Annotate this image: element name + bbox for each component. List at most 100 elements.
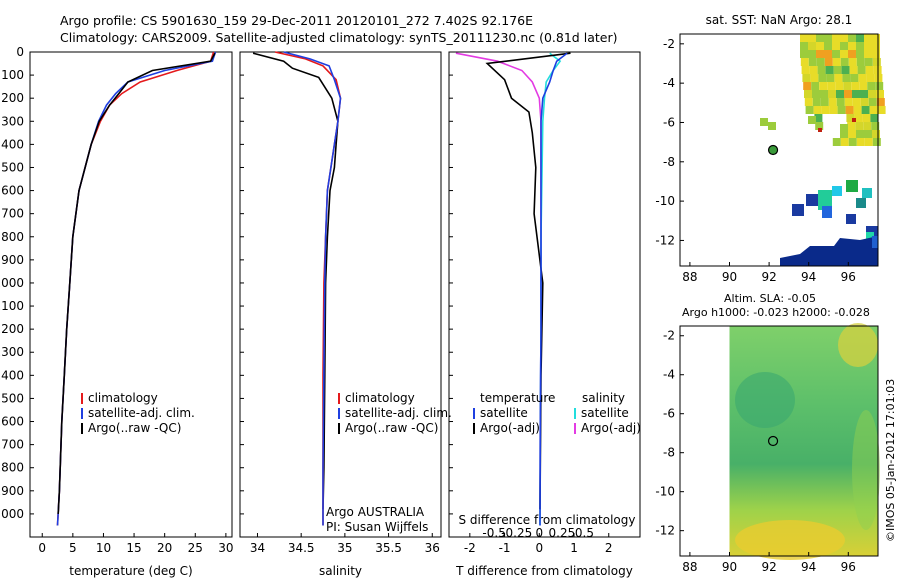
x-axis-label: temperature (deg C) bbox=[69, 564, 192, 578]
sst-cell bbox=[852, 90, 860, 98]
sst-cell bbox=[820, 98, 829, 106]
sst-cell bbox=[856, 138, 865, 146]
sst-warm-cell bbox=[818, 128, 822, 132]
sst-cell bbox=[832, 58, 841, 66]
sst-cell bbox=[768, 122, 776, 130]
y-tick-label: 800 bbox=[1, 230, 24, 244]
sst-cell bbox=[825, 66, 834, 74]
sst-cell bbox=[850, 74, 859, 82]
map-y-tick-label: -10 bbox=[655, 194, 675, 208]
map-y-tick-label: -2 bbox=[663, 329, 675, 343]
map-frame bbox=[679, 325, 879, 557]
sst-cell bbox=[877, 106, 886, 114]
salinity-panel: 34 34.5 35 35.5 36 salinity climatologysatelli… bbox=[239, 51, 452, 578]
sst-cell bbox=[842, 74, 851, 82]
sst-cell bbox=[808, 116, 816, 124]
x-tick-label: 36 bbox=[425, 541, 440, 555]
sst-cell bbox=[869, 106, 878, 114]
sst-cell bbox=[822, 206, 832, 218]
sst-cell bbox=[848, 138, 857, 146]
y-tick-label: 200 bbox=[1, 91, 24, 105]
sst-cell bbox=[864, 42, 872, 50]
sst-cell bbox=[856, 58, 865, 66]
sst-cell bbox=[802, 74, 811, 82]
y-tick-label: 1900 bbox=[0, 484, 24, 498]
x-tick-label: -1 bbox=[499, 541, 511, 555]
y-tick-label: 900 bbox=[1, 253, 24, 267]
sst-cell bbox=[860, 98, 869, 106]
sst-cell bbox=[872, 130, 880, 138]
sst-cell bbox=[800, 58, 809, 66]
x-tick-label: 35.5 bbox=[375, 541, 402, 555]
sst-cell bbox=[826, 74, 835, 82]
map-y-tick-label: -12 bbox=[655, 524, 675, 538]
temp-diff-legend-label: satellite bbox=[480, 406, 528, 420]
sst-cell bbox=[876, 90, 884, 98]
sst-cell bbox=[841, 66, 850, 74]
map-x-tick-label: 92 bbox=[761, 270, 776, 284]
sst-warm-cell bbox=[852, 118, 856, 122]
sst-cell bbox=[808, 50, 816, 58]
sst-cell bbox=[832, 42, 840, 50]
sst-cell bbox=[843, 82, 852, 90]
y-tick-label: 1700 bbox=[0, 438, 24, 452]
difference-line bbox=[485, 52, 571, 510]
y-tick-label: 2000 bbox=[0, 507, 24, 521]
salinity-line bbox=[283, 51, 342, 526]
map-x-tick-label: 88 bbox=[682, 560, 697, 574]
sst-cell bbox=[864, 34, 872, 42]
map-x-tick-label: 94 bbox=[801, 560, 816, 574]
map-frame bbox=[679, 33, 879, 267]
sst-cell bbox=[814, 114, 823, 122]
sst-cell bbox=[848, 34, 856, 42]
y-tick-label: 1600 bbox=[0, 415, 24, 429]
map-x-tick-label: 88 bbox=[682, 270, 697, 284]
sst-cell bbox=[834, 74, 843, 82]
y-tick-label: 100 bbox=[1, 68, 24, 82]
sla-low-blob bbox=[735, 372, 795, 428]
imos-credit: ©IMOS 05-Jan-2012 17:01:03 bbox=[884, 379, 897, 542]
map-y-tick-label: -2 bbox=[663, 37, 675, 51]
sst-cell bbox=[856, 198, 866, 208]
sst-cell bbox=[840, 50, 848, 58]
map-x-tick-label: 90 bbox=[722, 560, 737, 574]
sst-cell bbox=[851, 82, 860, 90]
plot-frame bbox=[29, 51, 233, 538]
temperature-panel: 0100200300400500600700800900100011001200… bbox=[0, 45, 234, 578]
sst-cell bbox=[848, 42, 856, 50]
salinity-legend-label: climatology bbox=[345, 391, 415, 405]
sst-cell bbox=[846, 180, 858, 192]
x-axis-label: T difference from climatology bbox=[455, 564, 633, 578]
sst-cold-region bbox=[780, 236, 878, 266]
sst-cell bbox=[846, 214, 856, 224]
x-tick-label: 10 bbox=[96, 541, 111, 555]
sst-cell bbox=[821, 106, 830, 114]
s-axis-label: S difference from climatology bbox=[459, 513, 636, 527]
s-tick-label: 0 bbox=[535, 526, 543, 540]
sst-cell bbox=[815, 122, 824, 130]
sst-cell bbox=[858, 74, 867, 82]
sst-cell bbox=[868, 90, 876, 98]
sst-cell bbox=[804, 98, 813, 106]
x-axis-label: salinity bbox=[319, 564, 362, 578]
y-tick-label: 700 bbox=[1, 207, 24, 221]
sst-cell bbox=[862, 114, 871, 122]
s-tick-label: 0.5 bbox=[575, 526, 594, 540]
sst-cell bbox=[856, 50, 864, 58]
figure-title-line2: Climatology: CARS2009. Satellite-adjuste… bbox=[60, 30, 617, 45]
y-tick-label: 0 bbox=[16, 45, 24, 59]
map-y-tick-label: -8 bbox=[663, 446, 675, 460]
sst-cell bbox=[827, 82, 836, 90]
sst-cell bbox=[840, 34, 848, 42]
sst-cell bbox=[861, 106, 870, 114]
sst-cell bbox=[848, 50, 856, 58]
sst-cell bbox=[805, 106, 814, 114]
sla-map-title: Altim. SLA: -0.05 bbox=[724, 292, 816, 305]
temperature-line bbox=[57, 52, 216, 514]
x-tick-label: 0 bbox=[38, 541, 46, 555]
sst-cell bbox=[819, 82, 828, 90]
sst-cell bbox=[871, 122, 880, 130]
x-tick-label: 2 bbox=[605, 541, 613, 555]
sla-high-blob bbox=[838, 323, 878, 367]
